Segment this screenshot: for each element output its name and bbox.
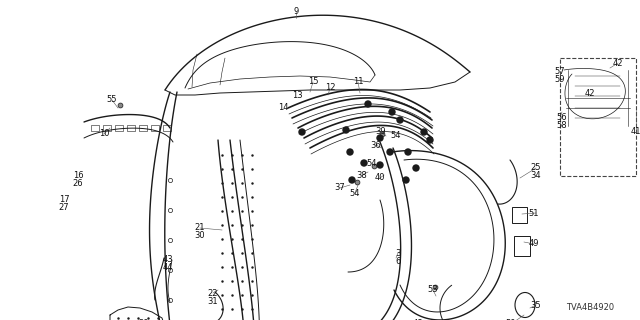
Text: 51: 51 xyxy=(529,209,540,218)
Circle shape xyxy=(413,165,419,171)
Text: 30: 30 xyxy=(195,231,205,241)
Text: 50: 50 xyxy=(506,319,516,320)
Text: 35: 35 xyxy=(531,300,541,309)
Bar xyxy=(103,125,111,131)
Bar xyxy=(514,236,530,256)
Text: 21: 21 xyxy=(195,223,205,233)
Text: 15: 15 xyxy=(308,77,318,86)
Text: 44: 44 xyxy=(163,263,173,273)
Bar xyxy=(115,125,123,131)
Bar xyxy=(163,125,171,131)
Text: 34: 34 xyxy=(531,172,541,180)
Circle shape xyxy=(405,149,411,155)
Text: 42: 42 xyxy=(612,59,623,68)
Text: 54: 54 xyxy=(349,188,360,197)
Text: 54: 54 xyxy=(367,159,377,169)
Circle shape xyxy=(377,135,383,141)
Text: 27: 27 xyxy=(59,204,69,212)
Text: 37: 37 xyxy=(335,183,346,193)
Circle shape xyxy=(299,129,305,135)
Circle shape xyxy=(377,162,383,168)
Text: 25: 25 xyxy=(531,164,541,172)
Text: 6: 6 xyxy=(396,257,401,266)
Text: 56: 56 xyxy=(557,114,567,123)
Bar xyxy=(560,58,636,176)
Circle shape xyxy=(349,177,355,183)
Text: 26: 26 xyxy=(73,179,83,188)
Text: 31: 31 xyxy=(208,297,218,306)
Circle shape xyxy=(403,177,409,183)
Text: 3: 3 xyxy=(396,249,401,258)
Text: 48: 48 xyxy=(413,318,423,320)
Circle shape xyxy=(387,149,393,155)
Text: 36: 36 xyxy=(371,140,381,149)
Circle shape xyxy=(389,109,395,115)
Bar xyxy=(151,125,159,131)
Bar xyxy=(139,125,147,131)
Text: 41: 41 xyxy=(631,127,640,137)
Text: 55: 55 xyxy=(107,95,117,105)
Text: 59: 59 xyxy=(555,76,565,84)
Text: 40: 40 xyxy=(375,173,385,182)
Circle shape xyxy=(365,101,371,107)
Circle shape xyxy=(343,127,349,133)
Circle shape xyxy=(361,160,367,166)
Bar xyxy=(91,125,99,131)
Text: 54: 54 xyxy=(391,132,401,140)
Circle shape xyxy=(421,129,427,135)
Text: 43: 43 xyxy=(163,255,173,265)
Text: 20: 20 xyxy=(139,318,149,320)
Text: 12: 12 xyxy=(324,84,335,92)
Text: 38: 38 xyxy=(356,171,367,180)
Bar xyxy=(127,125,135,131)
Text: 53: 53 xyxy=(428,285,438,294)
Text: 58: 58 xyxy=(557,122,567,131)
Circle shape xyxy=(427,137,433,143)
Text: 57: 57 xyxy=(555,68,565,76)
Text: 49: 49 xyxy=(529,239,540,249)
Text: 11: 11 xyxy=(353,77,364,86)
Text: 13: 13 xyxy=(292,92,302,100)
Text: 10: 10 xyxy=(99,130,109,139)
Text: 14: 14 xyxy=(278,102,288,111)
Text: 39: 39 xyxy=(376,127,387,137)
Text: TVA4B4920: TVA4B4920 xyxy=(566,303,614,313)
Circle shape xyxy=(347,149,353,155)
Text: 17: 17 xyxy=(59,196,69,204)
Text: 9: 9 xyxy=(293,7,299,17)
Bar xyxy=(512,207,527,223)
Text: 42: 42 xyxy=(585,89,595,98)
Text: 22: 22 xyxy=(208,289,218,298)
Circle shape xyxy=(397,117,403,123)
Text: 16: 16 xyxy=(73,171,83,180)
